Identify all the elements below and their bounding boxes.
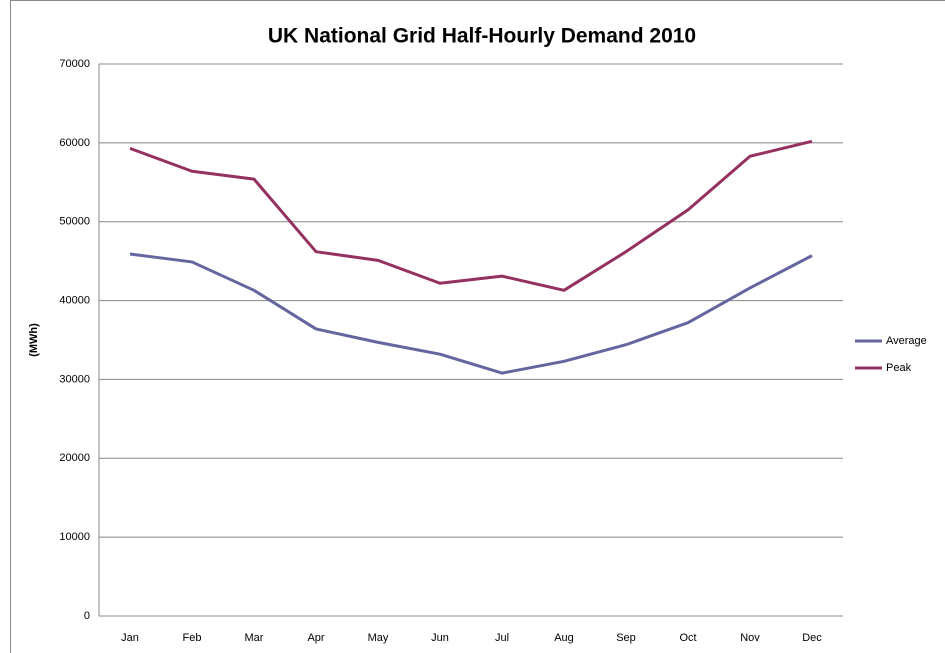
legend-label: Peak bbox=[886, 362, 912, 374]
x-tick-label: Apr bbox=[307, 632, 324, 644]
y-axis-label: (MWh) bbox=[28, 323, 40, 357]
x-tick-label: Feb bbox=[183, 632, 202, 644]
x-tick-label: Jan bbox=[121, 632, 139, 644]
x-tick-label: Dec bbox=[802, 632, 822, 644]
x-tick-label: Oct bbox=[679, 632, 696, 644]
x-tick-label: Sep bbox=[616, 632, 636, 644]
x-tick-label: May bbox=[368, 632, 389, 644]
x-tick-label: Jun bbox=[431, 632, 449, 644]
y-tick-label: 50000 bbox=[59, 216, 90, 228]
y-tick-label: 60000 bbox=[59, 137, 90, 149]
y-tick-label: 30000 bbox=[59, 373, 90, 385]
x-tick-label: Nov bbox=[740, 632, 760, 644]
chart-title: UK National Grid Half-Hourly Demand 2010 bbox=[268, 25, 696, 48]
series-line bbox=[129, 139, 813, 292]
y-tick-label: 40000 bbox=[59, 294, 90, 306]
x-tick-label: Aug bbox=[554, 632, 574, 644]
series-line bbox=[129, 252, 813, 375]
y-tick-label: 70000 bbox=[59, 58, 90, 70]
x-tick-label: Mar bbox=[245, 632, 264, 644]
y-tick-label: 20000 bbox=[59, 452, 90, 464]
y-tick-label: 0 bbox=[84, 610, 90, 622]
y-tick-label: 10000 bbox=[59, 531, 90, 543]
x-tick-label: Jul bbox=[495, 632, 509, 644]
chart-border bbox=[10, 0, 945, 653]
legend-label: Average bbox=[886, 335, 927, 347]
